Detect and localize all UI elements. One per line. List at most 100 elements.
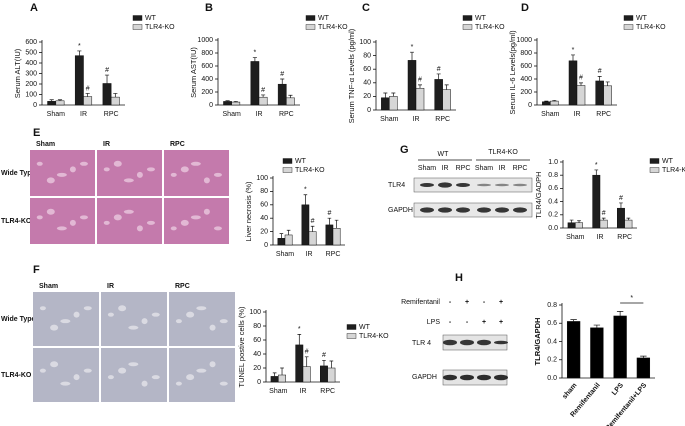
bar: [258, 96, 268, 106]
tissue-detail: [60, 381, 71, 386]
error-bar: [322, 359, 326, 366]
tissue-detail: [69, 166, 76, 173]
y-tick-label: 0.4: [547, 338, 557, 345]
error-bar: [57, 99, 63, 101]
blot-band: [494, 340, 508, 345]
y-tick-label: 60: [363, 66, 371, 73]
x-tick-label: Sham: [380, 116, 398, 123]
bar: [74, 55, 84, 106]
tissue-detail: [141, 380, 148, 387]
tissue-detail: [190, 215, 201, 220]
y-tick-label: 0: [528, 102, 532, 109]
bar: [434, 79, 443, 111]
panel-letter: H: [455, 272, 463, 284]
x-tick-label: RPC: [617, 234, 632, 241]
x-tick-label: RPC: [279, 111, 294, 118]
y-tick-label: 200: [201, 89, 213, 96]
error-bar: [327, 217, 332, 225]
x-tick-label: Sham: [541, 111, 559, 118]
y-tick-label: 0.6: [548, 185, 558, 192]
micrograph: [33, 292, 99, 346]
y-tick-label: 400: [25, 60, 37, 67]
tissue-detail: [186, 374, 195, 381]
y-tick-label: 100: [25, 91, 37, 98]
significance-marker: #: [602, 210, 606, 217]
y-tick-label: 0.8: [547, 302, 557, 309]
x-tick-label: IR: [300, 388, 307, 395]
micrograph: [169, 292, 235, 346]
tissue-detail: [60, 319, 71, 324]
tissue-detail: [170, 226, 177, 231]
significance-marker: #: [619, 195, 623, 202]
tissue-detail: [123, 178, 134, 183]
panel-letter: D: [521, 2, 529, 14]
significance-label: *: [630, 295, 633, 302]
significance-marker: #: [105, 67, 109, 74]
tissue-detail: [146, 220, 155, 225]
significance-marker: #: [261, 87, 265, 94]
error-bar: [261, 94, 266, 98]
significance-marker: *: [298, 326, 301, 333]
y-tick-label: 400: [201, 76, 213, 83]
bar: [568, 60, 578, 106]
blot-strip: [413, 202, 533, 218]
tissue-detail: [103, 220, 110, 225]
significance-marker: *: [304, 187, 307, 194]
legend-label: WT: [295, 158, 307, 165]
micrograph: [33, 348, 99, 402]
error-bar: [303, 194, 308, 205]
bar: [55, 100, 65, 106]
y-tick-label: 0.2: [548, 212, 558, 219]
bar: [332, 228, 341, 246]
significance-marker: #: [579, 75, 583, 82]
tissue-detail: [50, 361, 59, 368]
significance-marker: #: [598, 68, 602, 75]
tissue-detail: [79, 161, 88, 166]
treatment-sign: -: [449, 299, 452, 306]
error-bar: [49, 99, 54, 102]
legend-swatch: [346, 324, 357, 330]
bar: [636, 357, 651, 379]
lane-label: IR: [442, 165, 449, 172]
legend-label: WT: [318, 15, 330, 22]
error-bar: [286, 229, 291, 235]
tissue-detail: [113, 214, 122, 221]
bar: [613, 315, 627, 379]
legend-swatch: [623, 24, 634, 30]
bar: [277, 83, 287, 106]
blot-row-label: TLR 4: [412, 340, 431, 347]
bar: [102, 83, 112, 106]
treatment-sign: -: [483, 299, 486, 306]
error-bar: [85, 93, 90, 97]
tissue-detail: [180, 219, 189, 226]
tissue-detail: [46, 177, 55, 184]
y-tick-label: 60: [253, 337, 261, 344]
y-tick-label: 60: [260, 202, 268, 209]
error-bar: [444, 84, 449, 90]
error-bar: [391, 92, 396, 97]
legend-label: TLR4-KO: [145, 24, 175, 31]
tissue-detail: [69, 219, 76, 226]
y-axis-title: TLR4/GAPDH: [533, 318, 542, 366]
bar: [381, 97, 390, 111]
blot-band: [438, 207, 452, 213]
bar: [595, 80, 604, 106]
tissue-detail: [56, 172, 67, 177]
treatment-sign: +: [499, 299, 503, 306]
legend-label: WT: [475, 15, 487, 22]
y-axis-title: Serum TNF-α Levels (pg/ml): [347, 28, 356, 123]
error-bar: [304, 356, 309, 367]
y-axis-title: TUNEL postive cells (%): [237, 306, 246, 387]
tissue-detail: [196, 368, 207, 373]
x-tick-label: IR: [306, 251, 313, 258]
lane-label: RPC: [456, 165, 471, 172]
tissue-detail: [213, 226, 222, 231]
blot-row-label: TLR4: [388, 182, 405, 189]
y-tick-label: 0.0: [547, 375, 557, 382]
x-tick-label: sham: [561, 382, 578, 401]
significance-marker: #: [437, 66, 441, 73]
error-bar: [579, 82, 583, 86]
y-tick-label: 0.0: [548, 225, 558, 232]
bar: [302, 366, 311, 383]
tissue-detail: [136, 225, 143, 232]
